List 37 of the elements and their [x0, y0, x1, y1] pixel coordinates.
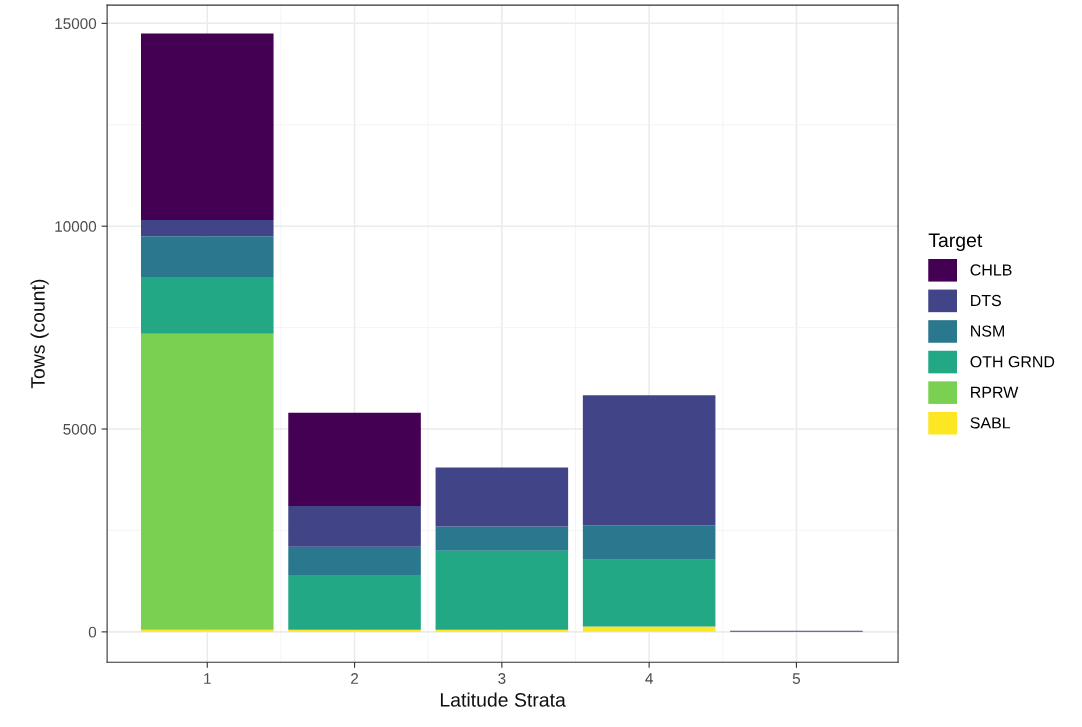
- bar: [140, 333, 274, 630]
- legend-label: NSM: [971, 325, 1004, 337]
- y-tick-label: 0: [88, 626, 97, 638]
- bar: [435, 550, 569, 630]
- y-tick-label: 15000: [55, 18, 97, 30]
- y-axis-title: Tows (count): [30, 279, 49, 389]
- bar: [288, 629, 421, 632]
- bar: [140, 220, 274, 237]
- bar: [435, 467, 569, 527]
- bar: [435, 526, 569, 551]
- y-tick-label: 5000: [63, 423, 97, 435]
- x-tick-label: 5: [792, 673, 801, 684]
- legend-label: SABL: [970, 417, 1011, 429]
- bar: [435, 629, 569, 632]
- bar: [140, 276, 274, 334]
- x-tick-label: 4: [645, 673, 653, 684]
- legend-label: CHLB: [970, 264, 1012, 276]
- bar: [288, 575, 421, 630]
- bar: [582, 395, 716, 526]
- legend-title: Target: [928, 233, 983, 251]
- x-axis-title: Latitude Strata: [440, 692, 566, 707]
- legend-label: RPRW: [971, 386, 1019, 398]
- bar: [288, 546, 421, 576]
- bar: [140, 629, 274, 632]
- bar: [582, 525, 716, 560]
- x-tick-label: 3: [498, 673, 506, 684]
- y-tick-label: 10000: [55, 221, 97, 232]
- bar: [288, 412, 421, 507]
- bar: [582, 559, 716, 627]
- x-tick-label: 1: [204, 673, 211, 684]
- bar: [140, 33, 274, 221]
- bar: [582, 626, 716, 632]
- x-tick-label: 2: [351, 673, 359, 684]
- legend-label: DTS: [971, 294, 1001, 307]
- legend-label: OTH GRND: [970, 356, 1055, 368]
- bar: [140, 236, 274, 277]
- bar: [288, 506, 421, 547]
